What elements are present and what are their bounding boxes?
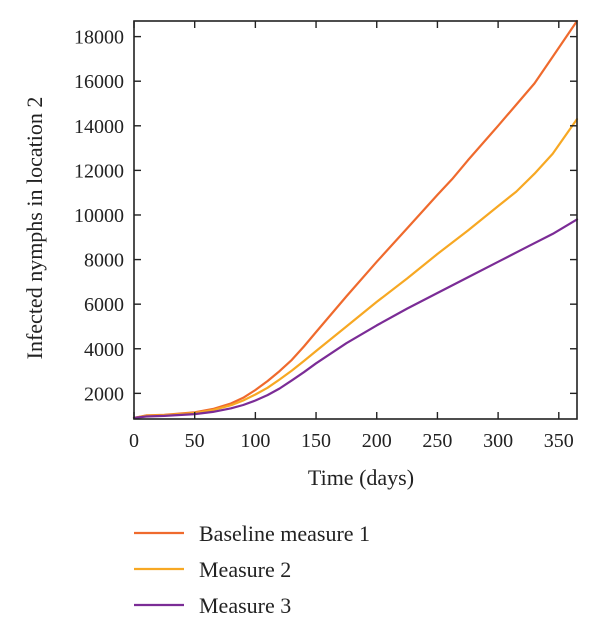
axis-ticks: 0 50 100 150 200 250 300 350 2000 4000 6000 8000 100… [74,21,577,452]
y-tick-label: 12000 [74,160,124,182]
y-tick-label: 16000 [74,71,124,93]
y-tick-label: 6000 [84,294,124,316]
series-line-3 [132,218,579,419]
x-tick-label: 0 [129,430,139,452]
x-tick-label: 250 [422,430,452,452]
legend: Baseline measure 1 Measure 2 Measure 3 [134,521,370,618]
y-axis-label: Infected nymphs in location 2 [22,97,47,360]
series-line-2 [132,117,579,419]
x-axis-label: Time (days) [308,465,414,490]
plot-frame [133,20,578,420]
series-line-1 [132,19,579,419]
legend-label-2: Measure 2 [199,557,291,582]
y-tick-label: 4000 [84,339,124,361]
x-tick-label: 350 [544,430,574,452]
y-tick-label: 2000 [84,383,124,405]
x-tick-label: 100 [240,430,270,452]
y-tick-label: 8000 [84,250,124,272]
x-tick-label: 150 [301,430,331,452]
y-tick-label: 18000 [74,27,124,49]
x-tick-label: 50 [185,430,205,452]
y-tick-label: 10000 [74,205,124,227]
legend-label-1: Baseline measure 1 [199,521,370,546]
x-tick-label: 300 [483,430,513,452]
y-tick-label: 14000 [74,116,124,138]
plot-area [132,19,579,419]
x-tick-label: 200 [362,430,392,452]
legend-label-3: Measure 3 [199,593,291,618]
